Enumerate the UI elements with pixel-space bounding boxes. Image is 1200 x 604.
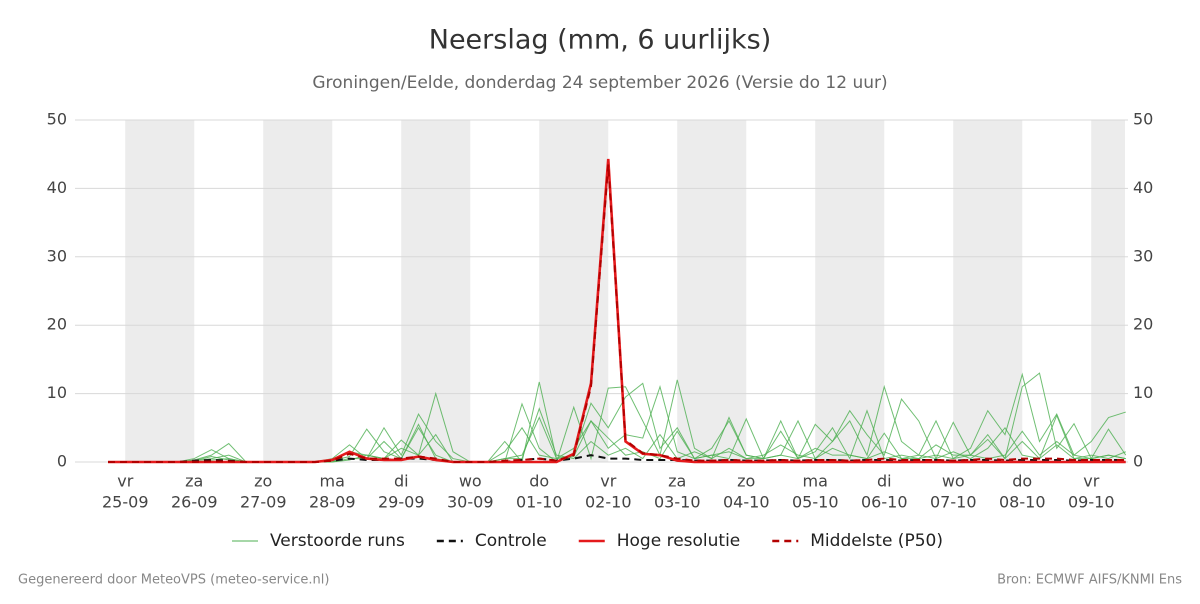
x-tick-label: 01-10 <box>516 493 563 512</box>
legend-label: Hoge resolutie <box>617 531 741 551</box>
chart-subtitle: Groningen/Eelde, donderdag 24 september … <box>312 73 887 93</box>
day-shade <box>125 120 195 462</box>
y-tick-label: 20 <box>47 315 67 334</box>
x-tick-label: 29-09 <box>378 493 425 512</box>
x-tick-label: vr <box>600 472 616 491</box>
x-tick-label: 05-10 <box>792 493 839 512</box>
x-tick-label: ma <box>803 472 828 491</box>
y2-tick-label: 0 <box>1133 452 1143 471</box>
day-shade <box>401 120 471 462</box>
y2-tick-label: 40 <box>1133 178 1153 197</box>
x-tick-label: 02-10 <box>585 493 632 512</box>
x-tick-label: 27-09 <box>240 493 287 512</box>
x-tick-label: 03-10 <box>654 493 701 512</box>
x-tick-label: di <box>877 472 892 491</box>
legend-label: Middelste (P50) <box>810 531 943 551</box>
x-tick-label: 06-10 <box>861 493 908 512</box>
day-shade <box>953 120 1023 462</box>
day-shade <box>263 120 333 462</box>
y-tick-label: 40 <box>47 178 67 197</box>
footer-right: Bron: ECMWF AIFS/KNMI Ens <box>997 573 1182 588</box>
x-tick-label: do <box>529 472 549 491</box>
y-tick-label: 50 <box>47 110 67 129</box>
y2-tick-label: 10 <box>1133 383 1153 402</box>
footer-left: Gegenereerd door MeteoVPS (meteo-service… <box>18 573 329 588</box>
x-tick-label: 25-09 <box>102 493 149 512</box>
legend-label: Controle <box>475 531 547 551</box>
x-tick-label: 08-10 <box>999 493 1046 512</box>
day-shade <box>1091 120 1125 462</box>
x-tick-label: vr <box>1083 472 1099 491</box>
x-tick-label: do <box>1012 472 1032 491</box>
x-tick-label: 28-09 <box>309 493 356 512</box>
series-line <box>108 164 1126 463</box>
x-tick-label: za <box>668 472 686 491</box>
x-tick-label: za <box>185 472 203 491</box>
x-tick-label: 30-09 <box>447 493 494 512</box>
x-tick-label: zo <box>254 472 272 491</box>
legend-label: Verstoorde runs <box>270 531 405 551</box>
x-tick-label: zo <box>737 472 755 491</box>
day-shade <box>815 120 885 462</box>
x-tick-label: 07-10 <box>930 493 977 512</box>
chart-title: Neerslag (mm, 6 uurlijks) <box>429 25 771 56</box>
y-tick-label: 30 <box>47 246 67 265</box>
y-tick-label: 10 <box>47 383 67 402</box>
y2-tick-label: 50 <box>1133 110 1153 129</box>
x-tick-label: vr <box>117 472 133 491</box>
legend: Verstoorde runs Controle Hoge resolutie Mid… <box>232 531 943 551</box>
y2-tick-label: 30 <box>1133 246 1153 265</box>
x-tick-label: ma <box>320 472 345 491</box>
x-tick-label: 04-10 <box>723 493 770 512</box>
x-tick-label: 26-09 <box>171 493 218 512</box>
day-shade <box>677 120 747 462</box>
x-tick-label: wo <box>942 472 965 491</box>
x-tick-label: 09-10 <box>1068 493 1115 512</box>
y-tick-label: 0 <box>57 452 67 471</box>
x-tick-label: di <box>394 472 409 491</box>
day-shade <box>539 120 609 462</box>
y2-tick-label: 20 <box>1133 315 1153 334</box>
x-tick-label: wo <box>459 472 482 491</box>
